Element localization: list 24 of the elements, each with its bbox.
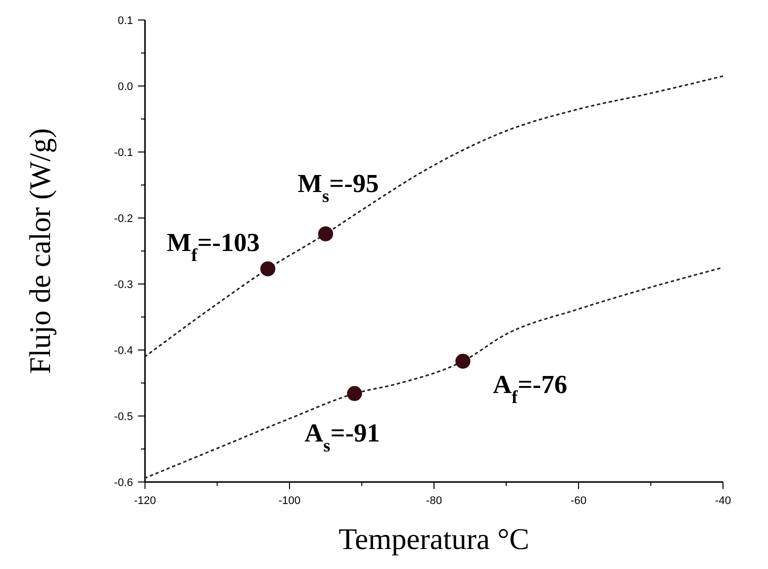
x-axis-title: Temperatura °C (338, 523, 530, 556)
x-tick-label: -100 (278, 495, 301, 507)
y-tick-label: -0.1 (114, 146, 133, 159)
y-tick-label: 0.1 (118, 14, 133, 27)
y-axis-title: Flujo de calor (W/g) (24, 128, 57, 374)
point (260, 261, 276, 276)
x-tick-label: -40 (715, 495, 731, 507)
annotation: M$_{s}$=-95 (298, 168, 379, 206)
y-tick-label: 0.0 (118, 80, 133, 93)
line-series (144, 75, 724, 358)
x-tick-label: -60 (570, 495, 586, 507)
y-tick-label: -0.2 (114, 212, 133, 225)
y-tick-label: -0.6 (114, 476, 133, 489)
y-tick-label: -0.4 (114, 344, 133, 357)
y-tick-label: -0.5 (114, 410, 133, 423)
y-tick-label: -0.3 (114, 278, 133, 291)
point (318, 226, 334, 242)
x-tick-label: -120 (134, 495, 156, 507)
x-tick-label: -80 (426, 495, 442, 507)
annotation: A$_{f}$=-76 (492, 370, 568, 408)
point (455, 354, 470, 369)
annotation: M$_{f}$=-103 (166, 228, 260, 265)
point (347, 386, 362, 402)
annotation: A$_{s}$=-91 (304, 418, 380, 456)
